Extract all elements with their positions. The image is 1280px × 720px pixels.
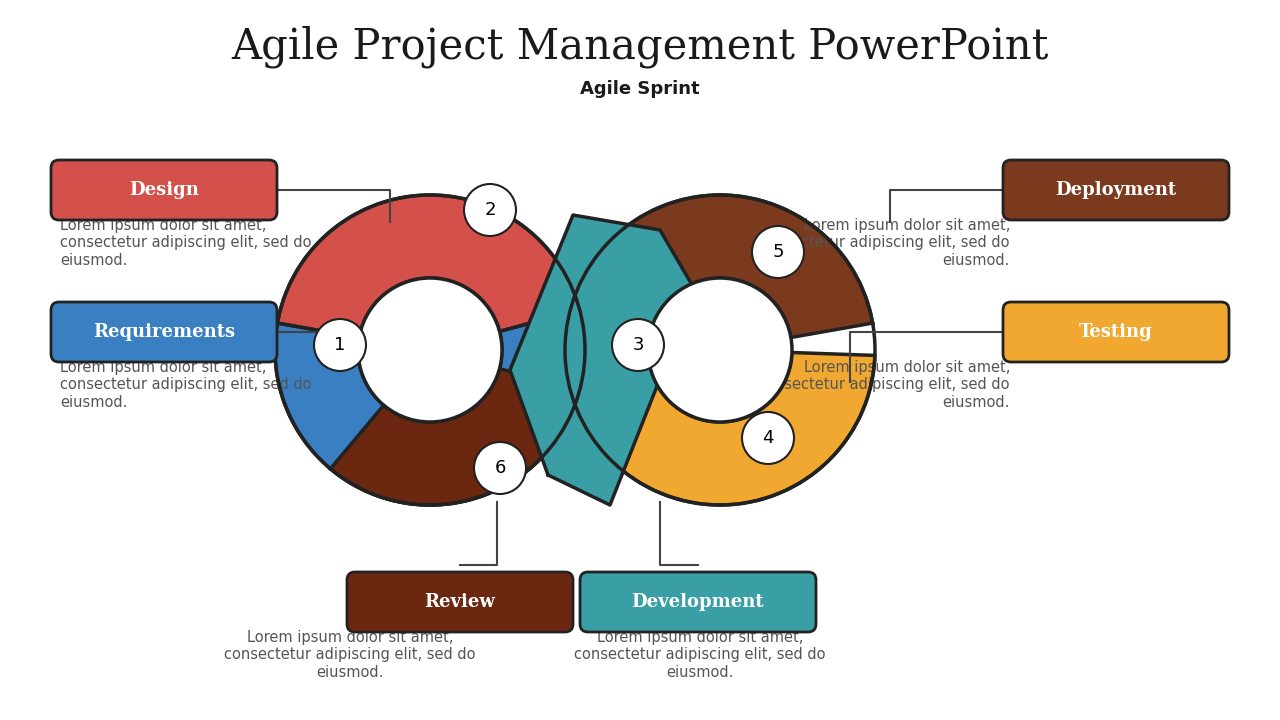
Text: Lorem ipsum dolor sit amet,
consectetur adipiscing elit, sed do
eiusmod.: Lorem ipsum dolor sit amet, consectetur …: [60, 360, 311, 410]
FancyBboxPatch shape: [1004, 160, 1229, 220]
Circle shape: [314, 319, 366, 371]
Text: Lorem ipsum dolor sit amet,
consectetur adipiscing elit, sed do
eiusmod.: Lorem ipsum dolor sit amet, consectetur …: [759, 360, 1010, 410]
Circle shape: [742, 412, 794, 464]
Polygon shape: [330, 369, 580, 505]
Text: Requirements: Requirements: [93, 323, 236, 341]
Polygon shape: [509, 215, 695, 505]
Text: Deployment: Deployment: [1056, 181, 1176, 199]
Circle shape: [358, 278, 502, 422]
Text: Lorem ipsum dolor sit amet,
consectetur adipiscing elit, sed do
eiusmod.: Lorem ipsum dolor sit amet, consectetur …: [224, 630, 476, 680]
Text: 3: 3: [632, 336, 644, 354]
FancyBboxPatch shape: [347, 572, 573, 632]
Polygon shape: [278, 195, 580, 338]
FancyBboxPatch shape: [580, 572, 817, 632]
Circle shape: [612, 319, 664, 371]
Text: 1: 1: [334, 336, 346, 354]
FancyBboxPatch shape: [51, 302, 276, 362]
Text: Review: Review: [425, 593, 495, 611]
Text: Testing: Testing: [1079, 323, 1153, 341]
Text: 6: 6: [494, 459, 506, 477]
Circle shape: [648, 278, 792, 422]
Text: 5: 5: [772, 243, 783, 261]
Text: 2: 2: [484, 201, 495, 219]
Text: Design: Design: [129, 181, 198, 199]
FancyBboxPatch shape: [1004, 302, 1229, 362]
Text: Lorem ipsum dolor sit amet,
consectetur adipiscing elit, sed do
eiusmod.: Lorem ipsum dolor sit amet, consectetur …: [60, 218, 311, 268]
Text: Agile Project Management PowerPoint: Agile Project Management PowerPoint: [232, 25, 1048, 68]
Text: 4: 4: [763, 429, 773, 447]
Text: Development: Development: [632, 593, 764, 611]
Polygon shape: [568, 353, 876, 505]
Polygon shape: [275, 310, 585, 505]
Circle shape: [474, 442, 526, 494]
Text: Lorem ipsum dolor sit amet,
consectetur adipiscing elit, sed do
eiusmod.: Lorem ipsum dolor sit amet, consectetur …: [575, 630, 826, 680]
FancyBboxPatch shape: [51, 160, 276, 220]
Text: Agile Sprint: Agile Sprint: [580, 80, 700, 98]
Polygon shape: [568, 195, 873, 338]
Circle shape: [753, 226, 804, 278]
Circle shape: [465, 184, 516, 236]
Text: Lorem ipsum dolor sit amet,
consectetur adipiscing elit, sed do
eiusmod.: Lorem ipsum dolor sit amet, consectetur …: [759, 218, 1010, 268]
